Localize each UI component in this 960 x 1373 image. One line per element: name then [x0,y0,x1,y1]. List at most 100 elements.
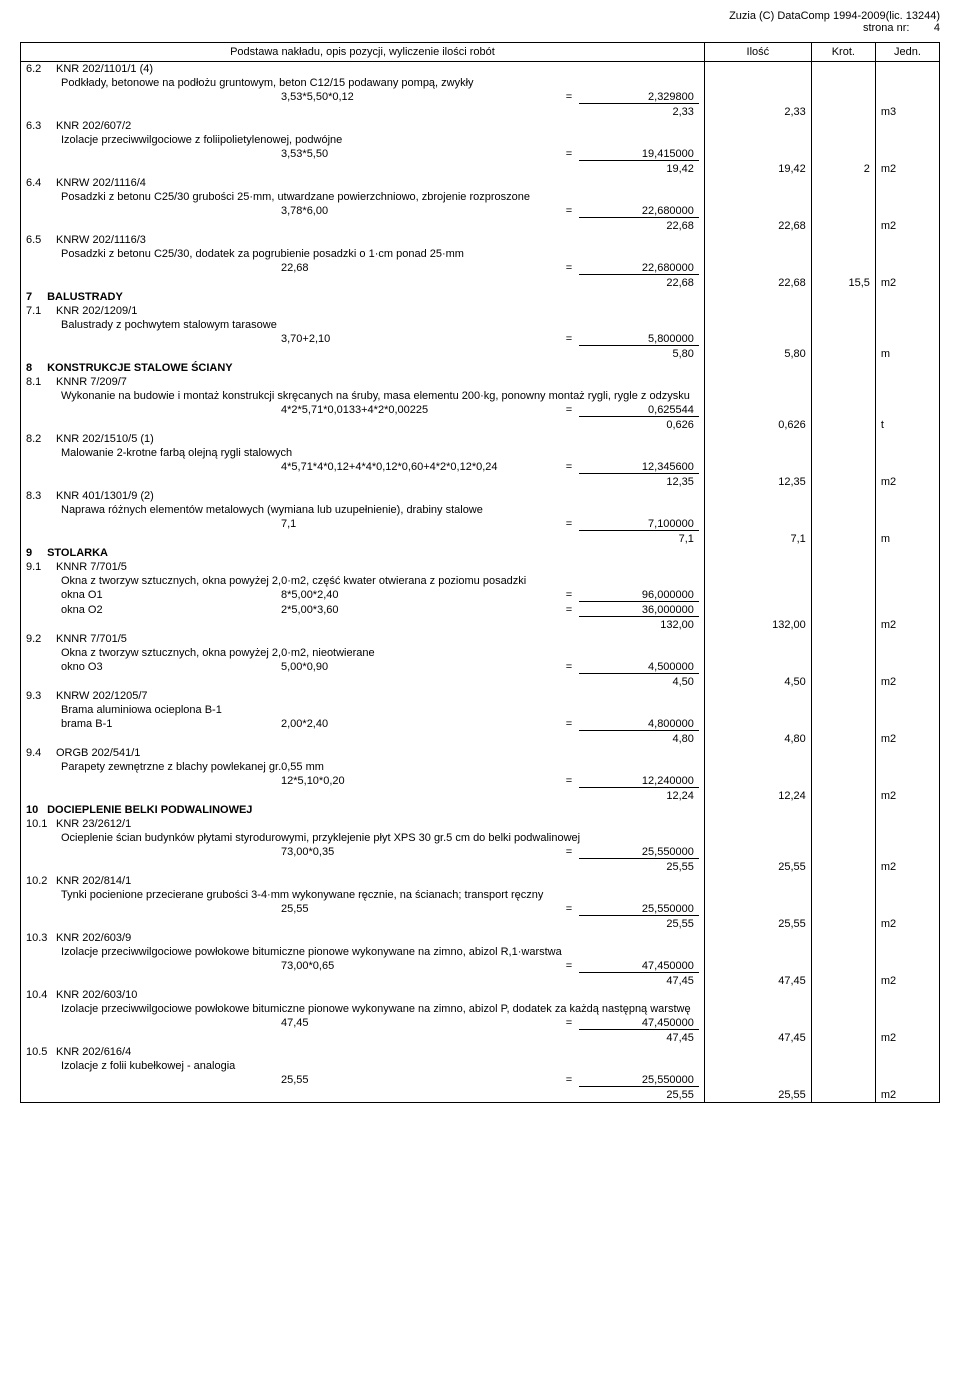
calc-line: 22,68=22,680000 [21,261,705,276]
quantity-value: 132,00 [704,618,811,632]
multiplier-value [811,974,875,988]
item-header-row: 9.4ORGB 202/541/1 [21,746,940,760]
multiplier-value [811,860,875,874]
calc-line: 25,55=25,550000 [21,902,705,917]
col-description: Podstawa nakładu, opis pozycji, wyliczen… [21,43,705,62]
summary-row: 2,332,33m3 [21,105,940,119]
unit-value: m2 [875,974,939,988]
quantity-value: 22,68 [704,276,811,290]
multiplier-value [811,789,875,803]
item-description: Malowanie 2-krotne farbą olejną rygli st… [21,446,705,460]
col-multiplier: Krot. [811,43,875,62]
item-desc-row: Balustrady z pochwytem stalowym tarasowe [21,318,940,332]
multiplier-value [811,532,875,546]
quantity-value: 25,55 [704,917,811,931]
quantity-value: 12,35 [704,475,811,489]
item-header-row: 6.5KNRW 202/1116/3 [21,233,940,247]
section-row: 7 BALUSTRADY [21,290,940,304]
sum-cell: 4,50 [21,675,705,689]
item-description: Wykonanie na budowie i montaż konstrukcj… [21,389,705,403]
calc-line: okna O22*5,00*3,60=36,000000 [21,603,705,618]
quantity-value: 7,1 [704,532,811,546]
item-desc-row: Izolacje z folii kubełkowej - analogia [21,1059,940,1073]
sum-cell: 22,68 [21,219,705,233]
item-header-row: 10.4KNR 202/603/10 [21,988,940,1002]
quantity-value: 22,68 [704,219,811,233]
cost-estimate-table: Podstawa nakładu, opis pozycji, wyliczen… [20,42,940,1103]
unit-value: m2 [875,162,939,176]
table-body: 6.2KNR 202/1101/1 (4)Podkłady, betonowe … [21,62,940,1103]
col-unit: Jedn. [875,43,939,62]
calc-row: 3,53*5,50=19,415000 [21,147,940,162]
col-quantity: Ilość [704,43,811,62]
calc-line: 4*5,71*4*0,12+4*4*0,12*0,60+4*2*0,12*0,2… [21,460,705,475]
section-row: 8 KONSTRUKCJE STALOWE ŚCIANY [21,361,940,375]
summary-row: 5,805,80m [21,347,940,361]
multiplier-value [811,1031,875,1045]
item-header-row: 10.2KNR 202/814/1 [21,874,940,888]
sum-cell: 25,55 [21,860,705,874]
item-code: 6.4KNRW 202/1116/4 [21,176,705,190]
item-description: Izolacje z folii kubełkowej - analogia [21,1059,705,1073]
sum-cell: 22,68 [21,276,705,290]
item-description: Naprawa różnych elementów metalowych (wy… [21,503,705,517]
sum-cell: 12,35 [21,475,705,489]
item-header-row: 8.1KNNR 7/209/7 [21,375,940,389]
sum-cell: 25,55 [21,917,705,931]
summary-row: 4,504,50m2 [21,675,940,689]
item-description: Izolacje przeciwwilgociowe powłokowe bit… [21,1002,705,1016]
summary-row: 4,804,80m2 [21,732,940,746]
item-code: 10.4KNR 202/603/10 [21,988,705,1002]
calc-row: 73,00*0,35=25,550000 [21,845,940,860]
item-code: 8.3KNR 401/1301/9 (2) [21,489,705,503]
item-desc-row: Ocieplenie ścian budynków płytami styrod… [21,831,940,845]
item-description: Izolacje przeciwwilgociowe powłokowe bit… [21,945,705,959]
item-description: Brama aluminiowa ocieplona B-1 [21,703,705,717]
page-label: strona nr: [863,22,909,34]
summary-row: 25,5525,55m2 [21,917,940,931]
multiplier-value [811,475,875,489]
item-desc-row: Posadzki z betonu C25/30, dodatek za pog… [21,247,940,261]
calc-line: 12*5,10*0,20=12,240000 [21,774,705,789]
calc-line: 47,45=47,450000 [21,1016,705,1031]
sum-cell: 47,45 [21,1031,705,1045]
unit-value: m2 [875,675,939,689]
calc-row: 4*2*5,71*0,0133+4*2*0,00225=0,625544 [21,403,940,418]
calc-line: brama B-12,00*2,40=4,800000 [21,717,705,732]
section-row: 10 DOCIEPLENIE BELKI PODWALINOWEJ [21,803,940,817]
item-code: 8.1KNNR 7/209/7 [21,375,705,389]
unit-value: m2 [875,732,939,746]
calc-row: 25,55=25,550000 [21,902,940,917]
calc-line: 73,00*0,65=47,450000 [21,959,705,974]
section-title: 8 KONSTRUKCJE STALOWE ŚCIANY [21,361,705,375]
item-code: 9.4ORGB 202/541/1 [21,746,705,760]
calc-row: 73,00*0,65=47,450000 [21,959,940,974]
multiplier-value [811,418,875,432]
calc-line: 25,55=25,550000 [21,1073,705,1088]
section-title: 9 STOLARKA [21,546,705,560]
section-row: 9 STOLARKA [21,546,940,560]
summary-row: 22,6822,68m2 [21,219,940,233]
item-header-row: 9.1KNNR 7/701/5 [21,560,940,574]
item-desc-row: Posadzki z betonu C25/30 grubości 25·mm,… [21,190,940,204]
item-description: Okna z tworzyw sztucznych, okna powyżej … [21,574,705,588]
multiplier-value [811,917,875,931]
item-description: Ocieplenie ścian budynków płytami styrod… [21,831,705,845]
item-header-row: 8.3KNR 401/1301/9 (2) [21,489,940,503]
item-code: 7.1KNR 202/1209/1 [21,304,705,318]
multiplier-value [811,105,875,119]
quantity-value: 12,24 [704,789,811,803]
sum-cell: 19,42 [21,162,705,176]
calc-row: 25,55=25,550000 [21,1073,940,1088]
item-code: 6.2KNR 202/1101/1 (4) [21,62,705,77]
item-desc-row: Izolacje przeciwwilgociowe powłokowe bit… [21,945,940,959]
item-code: 9.3KNRW 202/1205/7 [21,689,705,703]
unit-value: m2 [875,1088,939,1103]
item-code: 9.2KNNR 7/701/5 [21,632,705,646]
multiplier-value [811,1088,875,1103]
item-header-row: 10.3KNR 202/603/9 [21,931,940,945]
item-header-row: 6.2KNR 202/1101/1 (4) [21,62,940,77]
summary-row: 132,00132,00m2 [21,618,940,632]
item-description: Parapety zewnętrzne z blachy powlekanej … [21,760,705,774]
sum-cell: 2,33 [21,105,705,119]
